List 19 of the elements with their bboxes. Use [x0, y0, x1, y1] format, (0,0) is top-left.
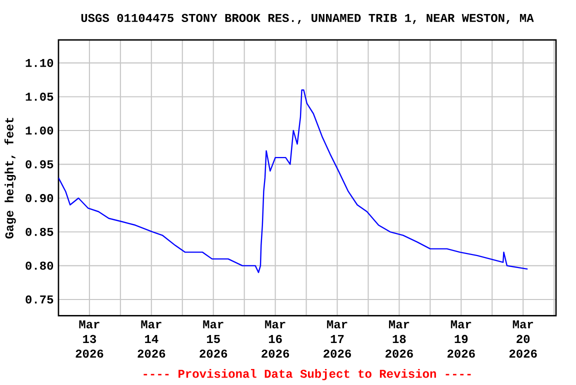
chart-title: USGS 01104475 STONY BROOK RES., UNNAMED TRIB 1, NEAR WESTON, MA: [81, 14, 534, 24]
y-tick-label: 1.05: [26, 92, 54, 101]
x-tick-label: Mar 15 2026: [200, 320, 228, 358]
y-tick-label: 0.85: [26, 228, 54, 236]
y-tick-label: 1.10: [26, 59, 54, 68]
y-tick-label: 0.75: [26, 296, 54, 304]
x-tick-label: Mar 14 2026: [138, 320, 166, 358]
x-tick-label: Mar 19 2026: [447, 320, 475, 358]
y-tick-label: 1.00: [26, 126, 54, 135]
y-tick-label: 0.95: [26, 160, 54, 169]
x-tick-label: Mar 13 2026: [76, 320, 104, 358]
text: ---- Provisional Data Subject to Revision ----: [144, 369, 471, 380]
y-tick-label: 0.80: [26, 262, 54, 270]
x-tick-label: Mar 16 2026: [262, 320, 290, 358]
x-tick-label: Mar 18 2026: [386, 320, 413, 358]
x-tick-label: Mar 17 2026: [324, 320, 351, 358]
x-tick-label: Mar 20 2026: [509, 320, 537, 358]
y-tick-label: 0.90: [26, 194, 54, 202]
y-axis-title: Gage height, feet: [4, 118, 16, 239]
